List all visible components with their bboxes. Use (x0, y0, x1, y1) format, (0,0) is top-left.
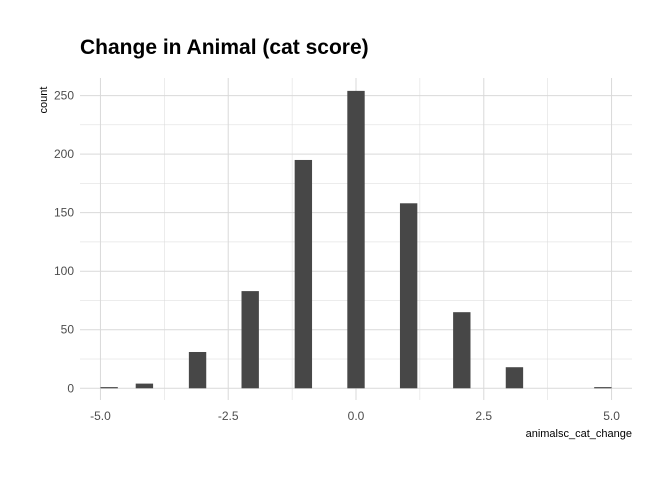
y-tick-label: 250 (54, 89, 74, 103)
histogram-bar (453, 312, 471, 389)
histogram-bar (135, 383, 154, 389)
y-tick-label: 0 (67, 381, 74, 395)
y-tick-label: 200 (54, 147, 74, 161)
x-axis-label: animalsc_cat_change (525, 428, 632, 440)
histogram-bar (594, 387, 612, 389)
x-tick-label: 5.0 (603, 409, 620, 423)
histogram-bar (241, 291, 259, 389)
histogram-bar (505, 367, 524, 389)
y-tick-label: 50 (61, 323, 75, 337)
x-tick-label: -5.0 (90, 409, 111, 423)
x-tick-label: -2.5 (218, 409, 239, 423)
y-tick-label: 100 (54, 264, 74, 278)
x-tick-label: 2.5 (475, 409, 492, 423)
histogram-bar (347, 90, 365, 389)
histogram-bar (100, 387, 118, 389)
histogram-bar (188, 351, 207, 389)
x-tick-label: 0.0 (348, 409, 365, 423)
chart-title: Change in Animal (cat score) (80, 36, 369, 59)
histogram-bar (399, 203, 418, 389)
y-tick-label: 150 (54, 206, 74, 220)
histogram-bar (294, 159, 313, 389)
